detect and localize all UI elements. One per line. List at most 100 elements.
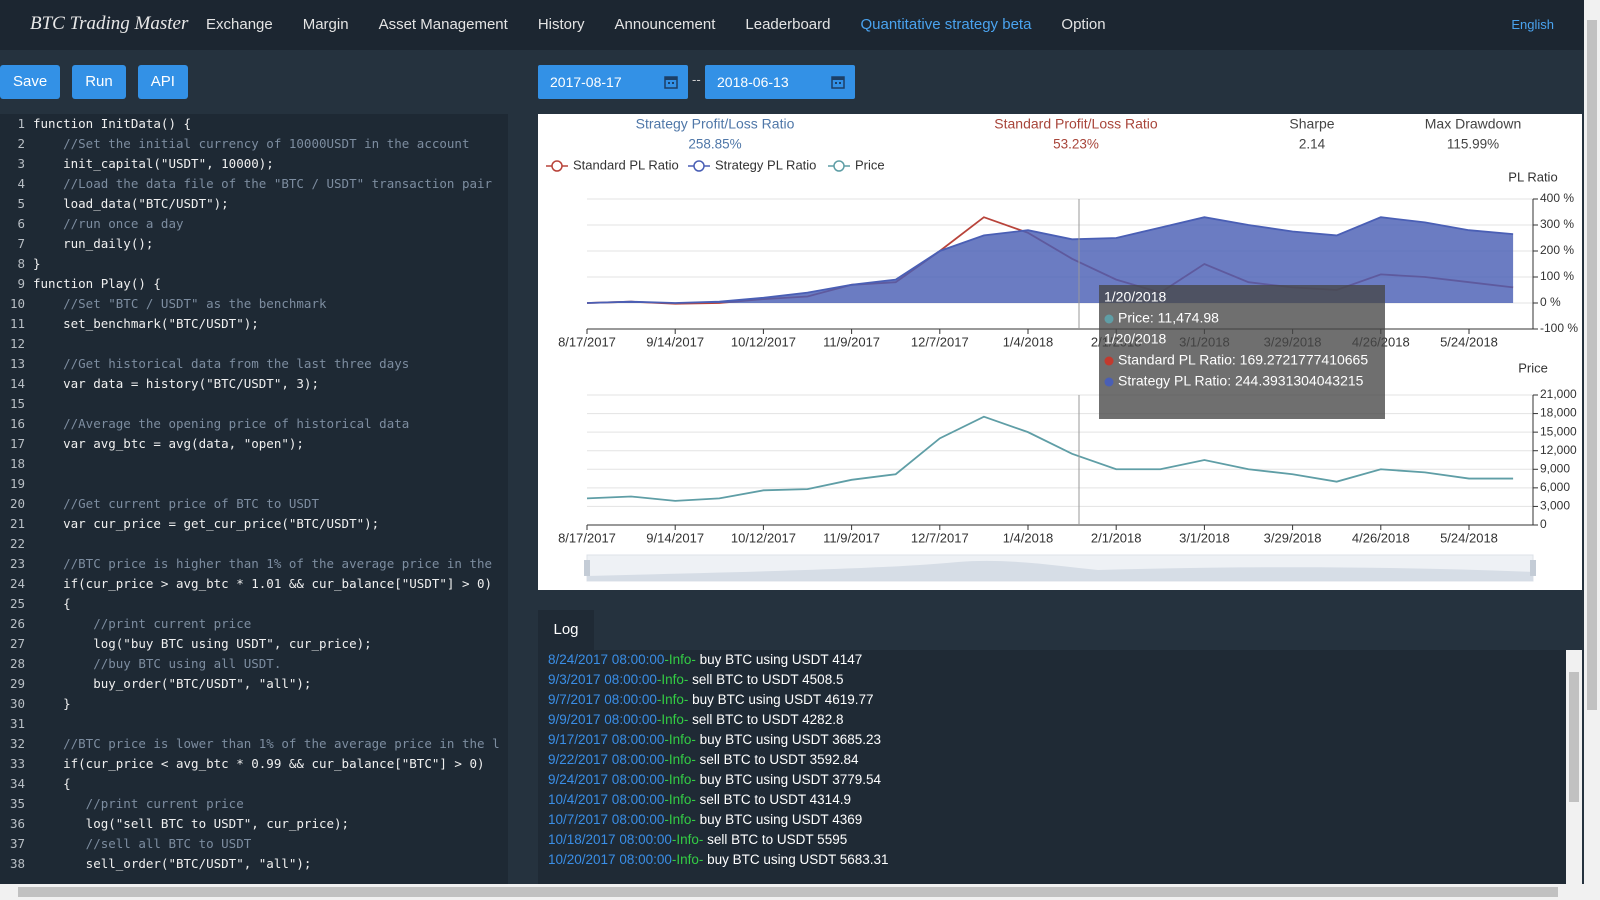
tooltip-dot xyxy=(1105,357,1114,366)
code-text: //Load the data file of the "BTC / USDT"… xyxy=(33,174,492,194)
code-text: log("buy BTC using USDT", cur_price); xyxy=(33,634,372,654)
code-line: 16 //Average the opening price of histor… xyxy=(0,414,508,434)
nav-link[interactable]: Exchange xyxy=(206,16,273,33)
button[interactable]: Save xyxy=(0,65,60,99)
code-line: 7 run_daily(); xyxy=(0,234,508,254)
line-number: 21 xyxy=(0,514,25,534)
code-line: 25 { xyxy=(0,594,508,614)
legend-swatch xyxy=(694,161,704,171)
data-zoom-slider[interactable] xyxy=(584,555,1536,581)
log-message: buy BTC using USDT 4147 xyxy=(700,652,863,667)
button[interactable]: API xyxy=(138,65,188,99)
line-number: 35 xyxy=(0,794,25,814)
nav-link[interactable]: Option xyxy=(1061,16,1105,33)
log-level: -Info- xyxy=(664,772,696,787)
legend-swatch xyxy=(552,161,562,171)
y-tick-label: 0 xyxy=(1540,517,1547,531)
nav-link[interactable]: Asset Management xyxy=(379,16,508,33)
chart: Strategy Profit/Loss Ratio258.85%Standar… xyxy=(538,114,1582,590)
start-date-picker[interactable]: 2017-08-17 xyxy=(538,65,688,99)
nav-link[interactable]: Margin xyxy=(303,16,349,33)
scroll-thumb[interactable] xyxy=(18,887,1558,897)
line-number: 31 xyxy=(0,714,25,734)
code-line: 26 //print current price xyxy=(0,614,508,634)
code-line: 31 xyxy=(0,714,508,734)
line-number: 4 xyxy=(0,174,25,194)
scroll-thumb[interactable] xyxy=(1587,20,1597,710)
x-tick-label: 9/14/2017 xyxy=(646,530,704,545)
code-line: 20 //Get current price of BTC to USDT xyxy=(0,494,508,514)
nav-link[interactable]: Announcement xyxy=(615,16,716,33)
x-tick-label: 1/4/2018 xyxy=(1003,530,1054,545)
code-line: 3 init_capital("USDT", 10000); xyxy=(0,154,508,174)
nav-link[interactable]: Leaderboard xyxy=(745,16,830,33)
log-time: 10/18/2017 08:00:00 xyxy=(548,832,672,847)
code-text: { xyxy=(33,774,71,794)
x-tick-label: 9/14/2017 xyxy=(646,334,704,349)
toolbar-buttons: Save Run API xyxy=(0,65,188,99)
log-level: -Info- xyxy=(664,792,696,807)
tooltip-dot xyxy=(1105,315,1114,324)
log-time: 9/22/2017 08:00:00 xyxy=(548,752,664,767)
y-tick-label: 3,000 xyxy=(1540,499,1570,513)
log-level: -Info- xyxy=(664,812,696,827)
y-tick-label: 21,000 xyxy=(1540,387,1577,401)
scroll-thumb[interactable] xyxy=(1569,672,1579,802)
tooltip-item: Strategy PL Ratio: 244.3931304043215 xyxy=(1118,373,1364,389)
code-line: 32 //BTC price is lower than 1% of the a… xyxy=(0,734,508,754)
page-scrollbar[interactable] xyxy=(0,884,1600,900)
line-number: 5 xyxy=(0,194,25,214)
nav-link[interactable]: Quantitative strategy beta xyxy=(860,16,1031,33)
log-entry: 10/4/2017 08:00:00-Info- sell BTC to USD… xyxy=(538,790,1566,810)
line-number: 34 xyxy=(0,774,25,794)
page-scrollbar[interactable] xyxy=(1584,0,1600,884)
y-tick-label: 18,000 xyxy=(1540,406,1577,420)
log-message: buy BTC using USDT 4369 xyxy=(700,812,863,827)
code-line: 22 xyxy=(0,534,508,554)
code-text: var avg_btc = avg(data, "open"); xyxy=(33,434,304,454)
code-line: 18 xyxy=(0,454,508,474)
code-line: 11 set_benchmark("BTC/USDT"); xyxy=(0,314,508,334)
end-date: 2018-06-13 xyxy=(717,74,789,90)
line-number: 9 xyxy=(0,274,25,294)
language-switch[interactable]: English xyxy=(1511,17,1554,32)
code-line: 38 sell_order("BTC/USDT", "all"); xyxy=(0,854,508,874)
y-tick-label: 0 % xyxy=(1540,295,1561,309)
line-number: 6 xyxy=(0,214,25,234)
line-number: 11 xyxy=(0,314,25,334)
line-number: 13 xyxy=(0,354,25,374)
log-entry: 9/9/2017 08:00:00-Info- sell BTC to USDT… xyxy=(538,710,1566,730)
code-line: 21 var cur_price = get_cur_price("BTC/US… xyxy=(0,514,508,534)
log-level: -Info- xyxy=(664,752,696,767)
code-line: 30 } xyxy=(0,694,508,714)
code-line: 10 //Set "BTC / USDT" as the benchmark xyxy=(0,294,508,314)
code-text: { xyxy=(33,594,71,614)
y-axis-title: PL Ratio xyxy=(1508,169,1557,184)
code-editor[interactable]: 1function InitData() {2 //Set the initia… xyxy=(0,114,508,885)
code-line: 6 //run once a day xyxy=(0,214,508,234)
log-time: 10/20/2017 08:00:00 xyxy=(548,852,672,867)
line-number: 14 xyxy=(0,374,25,394)
y-tick-label: 15,000 xyxy=(1540,424,1577,438)
y-tick-label: 12,000 xyxy=(1540,443,1577,457)
x-tick-label: 11/9/2017 xyxy=(823,334,880,349)
code-text: //Set "BTC / USDT" as the benchmark xyxy=(33,294,327,314)
end-date-picker[interactable]: 2018-06-13 xyxy=(705,65,855,99)
y-tick-label: 300 % xyxy=(1540,217,1574,231)
tooltip-item: Standard PL Ratio: 169.2721777410665 xyxy=(1118,352,1368,368)
line-number: 29 xyxy=(0,674,25,694)
stat-value: 2.14 xyxy=(1299,137,1326,152)
log-time: 10/4/2017 08:00:00 xyxy=(548,792,664,807)
log-tab[interactable]: Log xyxy=(538,610,594,650)
log-scrollbar[interactable] xyxy=(1566,650,1582,885)
line-number: 7 xyxy=(0,234,25,254)
button[interactable]: Run xyxy=(72,65,126,99)
brand[interactable]: BTC Trading Master xyxy=(30,13,188,35)
stat-label: Strategy Profit/Loss Ratio xyxy=(636,116,795,132)
log-entry: 10/7/2017 08:00:00-Info- buy BTC using U… xyxy=(538,810,1566,830)
calendar-icon xyxy=(831,75,845,89)
line-number: 17 xyxy=(0,434,25,454)
nav-link[interactable]: History xyxy=(538,16,585,33)
legend-label: Price xyxy=(855,157,885,172)
